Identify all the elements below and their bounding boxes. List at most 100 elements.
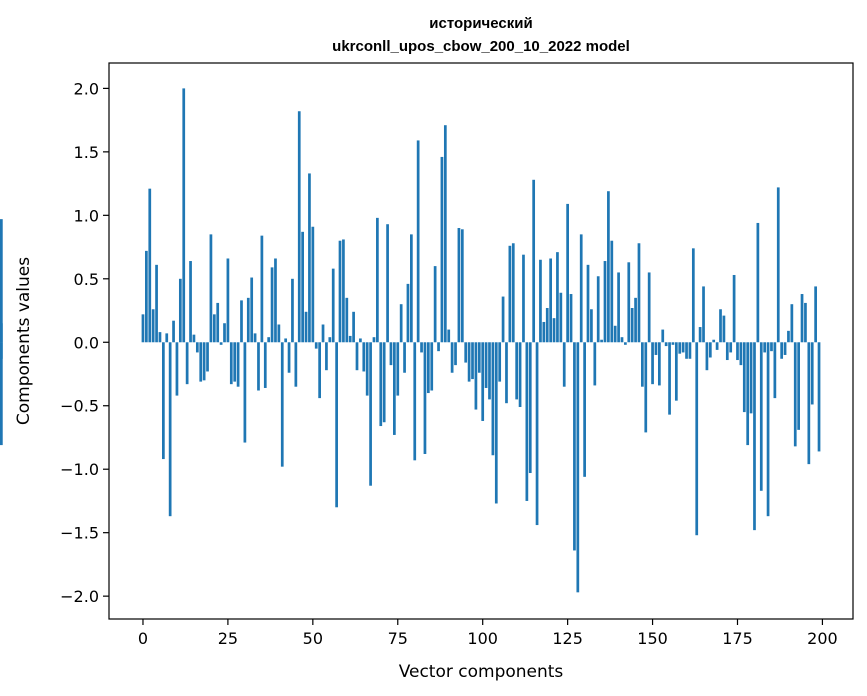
bar xyxy=(525,342,529,501)
bar xyxy=(335,342,338,508)
bar xyxy=(814,286,817,343)
bar xyxy=(569,294,573,343)
bar xyxy=(236,342,240,387)
bar xyxy=(549,258,552,343)
bar xyxy=(776,187,780,343)
bar xyxy=(467,342,471,382)
bar xyxy=(294,342,298,387)
bar xyxy=(654,342,658,355)
bar xyxy=(257,342,260,391)
bar xyxy=(399,304,403,343)
x-tick-label: 150 xyxy=(637,629,668,648)
x-axis-label: Vector components xyxy=(399,662,564,682)
bar xyxy=(647,272,651,343)
bar xyxy=(624,342,627,345)
bar xyxy=(674,342,678,401)
bar xyxy=(362,342,366,372)
bar xyxy=(681,342,685,353)
bar xyxy=(793,342,797,447)
bar xyxy=(725,342,729,361)
bar xyxy=(746,342,750,446)
bar xyxy=(488,342,491,400)
bar xyxy=(501,296,505,343)
bar xyxy=(440,156,444,343)
bar xyxy=(185,342,189,385)
bar xyxy=(229,342,233,385)
bar xyxy=(212,314,216,343)
bar xyxy=(233,342,237,382)
chart-title-line2: ukrconll_upos_cbow_200_10_2022 model xyxy=(332,38,630,55)
bar xyxy=(325,342,328,371)
bar xyxy=(270,267,274,343)
bar xyxy=(192,334,196,343)
bar xyxy=(712,339,716,343)
bar xyxy=(634,297,637,343)
y-axis-ticks: −2.0 −1.5 −1.0 −0.5 0.0 0.5 1.0 1.5 2.0 xyxy=(60,79,109,606)
bar xyxy=(430,342,434,391)
bar xyxy=(661,329,665,343)
bar xyxy=(535,342,539,526)
bar xyxy=(556,252,559,343)
bar xyxy=(783,342,787,355)
bar xyxy=(705,342,709,371)
bar xyxy=(314,342,318,349)
bar xyxy=(318,342,321,399)
bar xyxy=(508,245,512,343)
bar xyxy=(474,342,478,410)
x-axis-ticks: 0 25 50 75 100 125 150 175 200 xyxy=(138,619,838,648)
bar xyxy=(668,342,671,415)
bar xyxy=(365,342,369,396)
bar xyxy=(443,125,447,343)
bar xyxy=(382,342,386,423)
bar xyxy=(172,320,175,343)
bar xyxy=(539,259,542,343)
bar xyxy=(688,342,692,359)
bar xyxy=(182,88,186,343)
bar xyxy=(641,342,644,387)
bar xyxy=(433,266,437,343)
bar xyxy=(617,272,620,343)
bar xyxy=(145,250,148,343)
bar xyxy=(393,342,396,435)
bar xyxy=(800,294,804,343)
bar xyxy=(352,311,355,343)
bar xyxy=(671,342,675,345)
bar xyxy=(732,274,736,343)
bar xyxy=(386,224,389,343)
bar xyxy=(162,342,165,460)
bar xyxy=(189,261,192,343)
bar xyxy=(695,342,699,536)
bar xyxy=(780,342,784,359)
bar xyxy=(0,342,3,359)
bar xyxy=(559,292,563,343)
bar xyxy=(263,342,267,388)
bar xyxy=(770,342,773,352)
y-tick-label: 1.0 xyxy=(74,206,99,225)
bar xyxy=(376,217,379,343)
bar xyxy=(627,262,631,343)
bar xyxy=(756,222,760,343)
bar xyxy=(545,308,549,343)
bar xyxy=(338,240,342,343)
x-tick-label: 100 xyxy=(467,629,498,648)
bar xyxy=(698,327,702,343)
bar xyxy=(797,342,800,430)
bar xyxy=(763,342,767,353)
bar xyxy=(155,264,158,343)
bar xyxy=(287,342,291,373)
y-tick-label: −0.5 xyxy=(60,397,99,416)
bar xyxy=(284,338,288,343)
bar xyxy=(804,302,807,343)
bar xyxy=(423,342,427,454)
bar xyxy=(151,309,155,343)
bar xyxy=(766,342,770,517)
bar xyxy=(280,342,284,467)
bar xyxy=(175,342,179,396)
x-tick-label: 0 xyxy=(138,629,148,648)
bar xyxy=(243,342,247,443)
bar xyxy=(223,323,226,343)
bar xyxy=(328,337,332,343)
bar xyxy=(413,342,417,461)
bar xyxy=(515,342,519,400)
